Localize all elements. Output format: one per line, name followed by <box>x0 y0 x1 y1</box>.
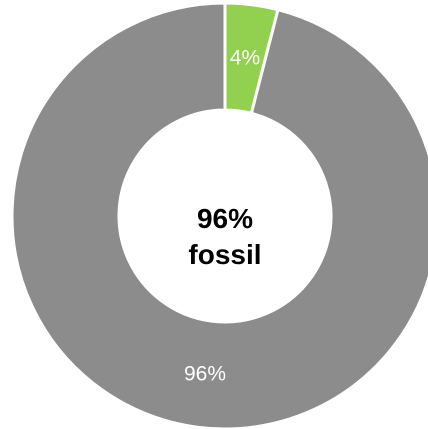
center-label-value: 96% <box>197 203 253 234</box>
center-label-category: fossil <box>188 239 261 270</box>
donut-slice-fossil <box>10 1 428 429</box>
donut-slice-labels: 4% 96% <box>184 46 260 385</box>
donut-slices <box>10 1 428 429</box>
data-label-fossil: 96% <box>184 363 226 386</box>
data-label-renewable: 4% <box>230 46 260 69</box>
